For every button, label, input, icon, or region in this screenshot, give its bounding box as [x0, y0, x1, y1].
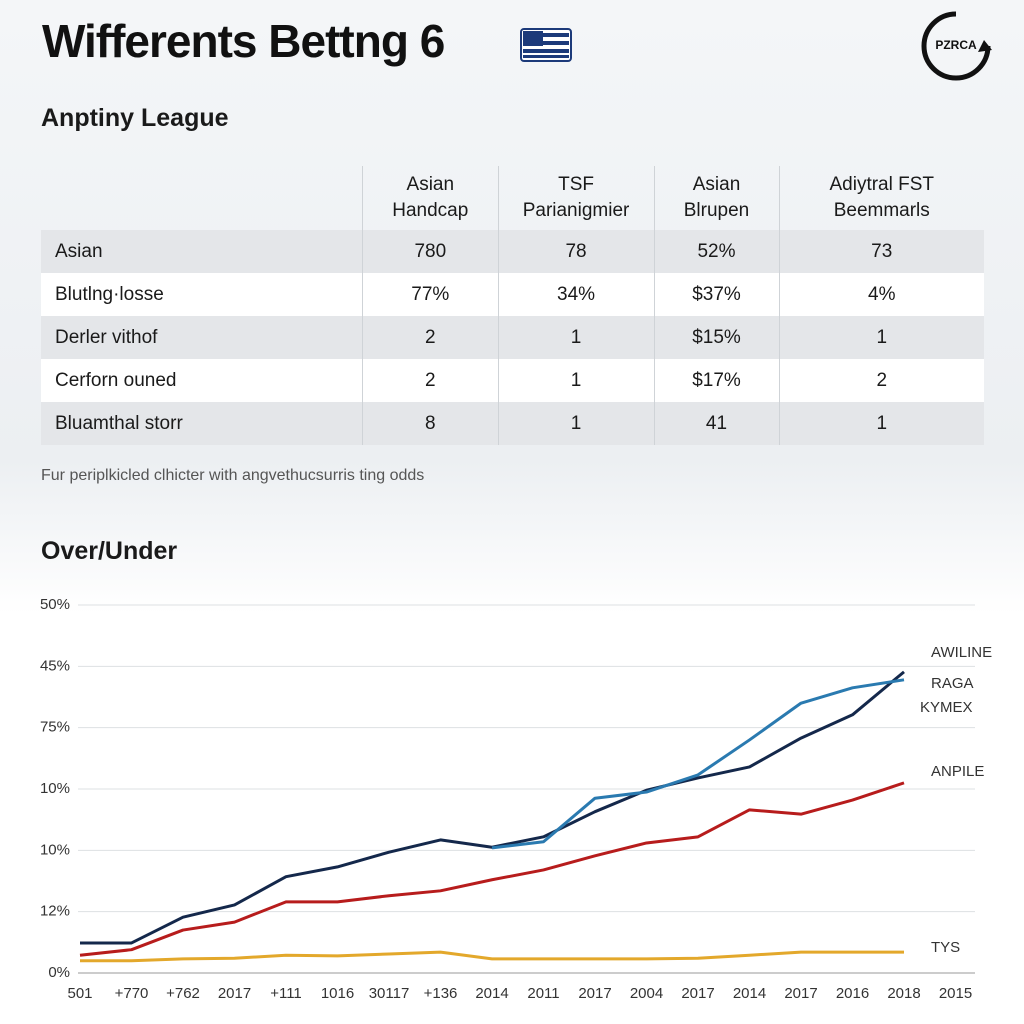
x-tick-label: 2017	[681, 985, 714, 1002]
series-label: ANPILE	[931, 763, 984, 780]
table-cell: 73	[778, 230, 984, 273]
x-tick-label: 2018	[887, 985, 920, 1002]
y-tick-label: 50%	[40, 596, 70, 613]
x-tick-label: 2004	[630, 985, 663, 1002]
x-tick-label: 30117	[369, 985, 410, 1002]
x-tick-label: 2014	[733, 985, 766, 1002]
row-label: Cerforn ouned	[41, 359, 363, 402]
table-cell: 2	[778, 359, 984, 402]
table-row: Blutlng·losse 77% 34% $37% 4%	[41, 273, 984, 316]
column-header: Adiytral FST Beemmarls	[778, 166, 984, 230]
chart: 0% 12% 10% 10% 75% 45% 50% 501 +770 +762 2017 +111 1…	[40, 596, 992, 1002]
annotation: KYMEX	[920, 699, 973, 716]
logo-text: PZRCA	[935, 38, 977, 52]
line-series	[80, 670, 905, 945]
x-tick-label: 1016	[321, 985, 354, 1002]
table-cell: $37%	[653, 273, 779, 316]
x-tick-label: +762	[166, 985, 200, 1002]
table-cell: 1	[497, 359, 654, 402]
line-series	[79, 781, 905, 957]
y-tick-label: 45%	[40, 657, 70, 674]
line-series	[80, 950, 904, 963]
subtitle: Anptiny League	[41, 104, 229, 132]
row-label: Derler vithof	[41, 316, 363, 359]
table-cell: 4%	[778, 273, 984, 316]
table-cell: 1	[778, 316, 984, 359]
row-label: Asian	[41, 230, 363, 273]
table-cell: $17%	[653, 359, 779, 402]
table-cell: 8	[362, 402, 499, 445]
table-cell: 1	[778, 402, 984, 445]
odds-table: Asian Handcap TSF Parianigmier Asian Blrup…	[41, 166, 984, 445]
column-header: Asian Blrupen	[653, 166, 779, 230]
x-tick-label: +111	[270, 985, 302, 1002]
x-tick-label: 2017	[218, 985, 251, 1002]
column-header: TSF Parianigmier	[497, 166, 654, 230]
x-tick-label: 2017	[784, 985, 817, 1002]
y-tick-label: 75%	[40, 719, 70, 736]
y-tick-label: 12%	[40, 903, 70, 920]
table-cell: 2	[362, 316, 499, 359]
y-tick-label: 0%	[48, 964, 70, 981]
table-cell: 2	[362, 359, 499, 402]
x-tick-label: 2017	[578, 985, 611, 1002]
series-label: RAGA	[931, 675, 974, 692]
row-label: Blutlng·losse	[41, 273, 363, 316]
table-cell: 77%	[362, 273, 499, 316]
table-cell: 41	[653, 402, 779, 445]
table-cell: 1	[497, 316, 654, 359]
table-row: Bluamthal storr 8 1 41 1	[41, 402, 984, 445]
chart-title: Over/Under	[41, 537, 178, 565]
y-tick-label: 10%	[40, 780, 70, 797]
table-row: Cerforn ouned 2 1 $17% 2	[41, 359, 984, 402]
series-label: AWILINE	[931, 644, 992, 661]
y-tick-label: 10%	[40, 841, 70, 858]
flag-icon	[520, 28, 572, 62]
line-series	[491, 678, 905, 850]
table-row: Asian 780 78 52% 73	[41, 230, 984, 273]
table-body: Asian 780 78 52% 73 Blutlng·losse 77% 34% $37% 4%…	[41, 230, 984, 445]
note: Fur periplkicled clhicter with angvethuc…	[41, 467, 425, 484]
x-tick-label: 2014	[475, 985, 508, 1002]
row-label: Bluamthal storr	[41, 402, 363, 445]
table-row: Derler vithof 2 1 $15% 1	[41, 316, 984, 359]
table-cell: 780	[362, 230, 499, 273]
table-cell: 78	[497, 230, 654, 273]
x-tick-label: 2011	[527, 985, 559, 1002]
x-tick-label: 2015	[939, 985, 972, 1002]
x-tick-label: 501	[67, 985, 92, 1002]
header-cell	[41, 166, 363, 230]
logo: PZRCA	[921, 11, 992, 81]
x-tick-label: +136	[424, 985, 458, 1002]
table-cell: $15%	[653, 316, 779, 359]
table-cell: 52%	[653, 230, 779, 273]
title: Wifferents Bettng 6	[42, 15, 445, 67]
x-tick-label: 2016	[836, 985, 869, 1002]
table-cell: 1	[497, 402, 654, 445]
series-label: TYS	[931, 939, 960, 956]
column-header: Asian Handcap	[362, 166, 499, 230]
x-tick-label: +770	[115, 985, 149, 1002]
table-cell: 34%	[497, 273, 654, 316]
header-row: Asian Handcap TSF Parianigmier Asian Blrup…	[41, 166, 984, 230]
